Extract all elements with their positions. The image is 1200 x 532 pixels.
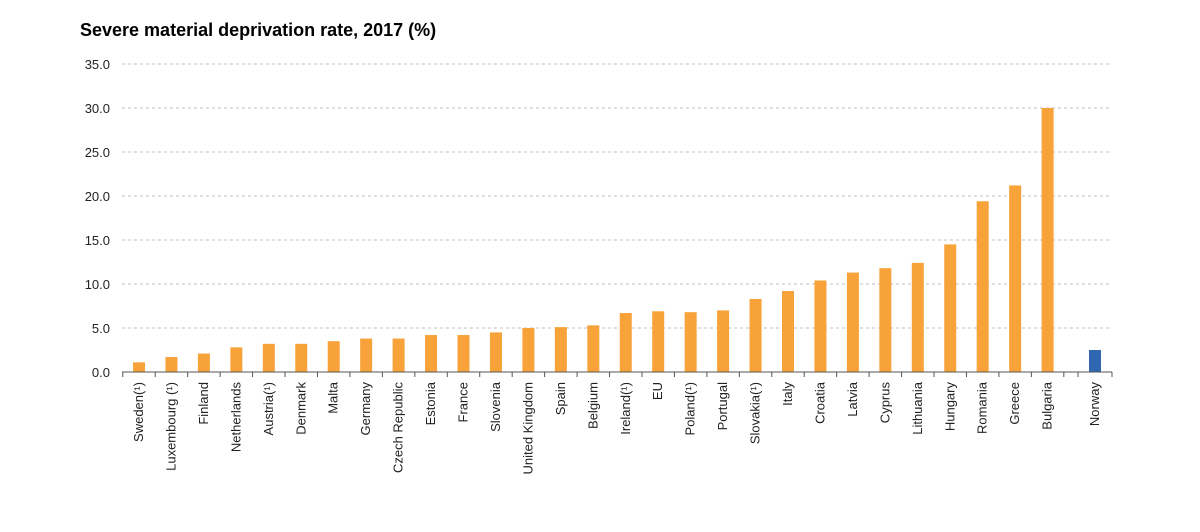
x-category-label: Belgium	[585, 382, 600, 429]
bar	[327, 341, 340, 372]
bar	[425, 335, 438, 372]
chart-title: Severe material deprivation rate, 2017 (…	[80, 20, 437, 40]
bar	[879, 268, 892, 372]
x-category-label: Greece	[1007, 382, 1022, 425]
x-category-label: Romania	[975, 381, 990, 434]
y-tick-label: 10.0	[85, 277, 110, 292]
x-category-label: EU	[650, 382, 665, 400]
x-category-label: Slovenia	[488, 381, 503, 432]
bar	[522, 328, 535, 372]
bar	[1041, 108, 1054, 372]
x-category-label: Finland	[196, 382, 211, 425]
x-category-label: Norway	[1087, 382, 1102, 427]
y-tick-label: 25.0	[85, 145, 110, 160]
bar	[554, 327, 567, 372]
x-category-label: Germany	[358, 382, 373, 436]
bar	[489, 332, 502, 372]
bar	[782, 291, 794, 372]
x-category-label: Bulgaria	[1040, 381, 1055, 429]
bar	[944, 244, 957, 372]
x-category-label: France	[456, 382, 471, 422]
bar-layer	[133, 108, 1101, 372]
bar	[360, 338, 373, 372]
x-category-label: Portugal	[715, 382, 730, 431]
bar	[295, 343, 308, 372]
x-category-label: Cyprus	[877, 382, 892, 424]
bar	[619, 313, 632, 372]
bar	[652, 311, 665, 372]
bar	[717, 310, 730, 372]
y-tick-label: 30.0	[85, 101, 110, 116]
bar	[587, 325, 600, 372]
bar	[749, 298, 762, 372]
bar	[262, 343, 275, 372]
x-category-label: Netherlands	[228, 382, 243, 453]
bar	[165, 357, 178, 372]
x-category-label: Latvia	[845, 381, 860, 416]
x-category-label: Italy	[780, 382, 795, 406]
bar	[197, 353, 210, 372]
x-category-label: Czech Republic	[391, 382, 406, 474]
x-category-label: Malta	[326, 381, 341, 414]
y-tick-label: 35.0	[85, 57, 110, 72]
bar	[684, 312, 697, 372]
grid-layer	[122, 63, 1112, 329]
bar	[133, 362, 145, 372]
bar	[814, 280, 827, 372]
x-category-label: Denmark	[293, 382, 308, 435]
bar	[911, 262, 924, 372]
bar	[1009, 185, 1022, 372]
x-category-label: Estonia	[423, 381, 438, 425]
x-category-label: Hungary	[942, 382, 957, 432]
x-category-label: Lithuania	[910, 381, 925, 435]
x-category-label: Slovakia(¹)	[748, 382, 763, 444]
x-category-label: Ireland(¹)	[618, 382, 633, 435]
x-category-label: Sweden(¹)	[131, 382, 146, 442]
bar	[976, 201, 989, 372]
x-category-label: Spain	[553, 382, 568, 415]
x-category-label: Poland(¹)	[683, 382, 698, 435]
bar	[230, 347, 243, 372]
x-category-label: Luxembourg (¹)	[163, 382, 178, 471]
axis-layer	[122, 371, 1113, 377]
y-tick-label: 0.0	[92, 365, 110, 380]
y-tick-label: 20.0	[85, 189, 110, 204]
bar	[846, 272, 859, 372]
x-category-label: Croatia	[812, 381, 827, 424]
bar	[457, 335, 470, 372]
x-category-label: United Kingdom	[520, 382, 535, 475]
x-category-label: Austria(¹)	[261, 382, 276, 435]
label-layer: 0.0 5.0 10.0 15.0 20.0 25.0 30.0 35.0 Sweden(¹) L…	[85, 57, 1102, 475]
bar	[392, 338, 405, 372]
y-tick-label: 5.0	[92, 321, 110, 336]
y-tick-label: 15.0	[85, 233, 110, 248]
bar	[1089, 350, 1101, 372]
